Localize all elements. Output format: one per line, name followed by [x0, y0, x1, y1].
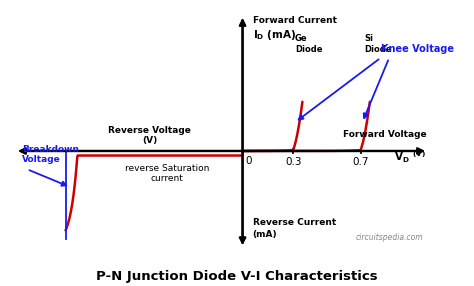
Text: (V): (V) [142, 136, 157, 144]
Text: 0.3: 0.3 [285, 158, 301, 168]
Text: Forward Voltage: Forward Voltage [343, 130, 426, 139]
Text: Knee Voltage: Knee Voltage [381, 44, 454, 54]
Text: 0: 0 [246, 156, 252, 166]
Text: Ge
Diode: Ge Diode [295, 34, 322, 54]
Text: Si
Diode: Si Diode [364, 34, 392, 54]
Text: $\mathbf{V_D}$ $\mathbf{^{(V)}}$: $\mathbf{V_D}$ $\mathbf{^{(V)}}$ [394, 150, 426, 165]
Text: reverse Saturation
current: reverse Saturation current [125, 164, 209, 183]
Text: P-N Junction Diode V-I Characteristics: P-N Junction Diode V-I Characteristics [96, 270, 378, 283]
Text: Breakdown
Voltage: Breakdown Voltage [22, 144, 79, 164]
Text: (mA): (mA) [253, 230, 277, 239]
Text: Reverse Current: Reverse Current [253, 219, 336, 227]
Text: Reverse Voltage: Reverse Voltage [109, 126, 191, 136]
Text: circuitspedia.com: circuitspedia.com [356, 233, 423, 242]
Text: $\mathbf{I_D}$ (mA): $\mathbf{I_D}$ (mA) [253, 28, 296, 42]
Text: 0.7: 0.7 [352, 158, 369, 168]
Text: Forward Current: Forward Current [253, 16, 337, 25]
